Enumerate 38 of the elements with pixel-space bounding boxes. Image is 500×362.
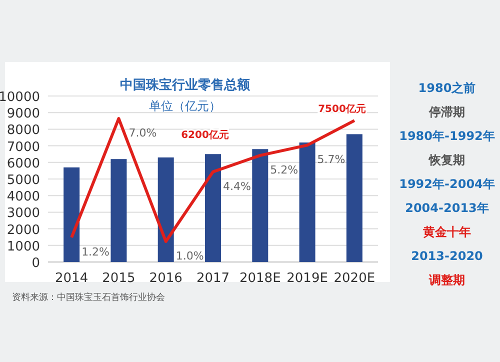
text: 资料来源：中国珠宝玉石首饰行业协会 bbox=[12, 292, 165, 303]
x-tick-label: 2020E bbox=[334, 271, 376, 286]
text: 1980之前 bbox=[418, 81, 476, 95]
y-tick-label: 2000 bbox=[6, 222, 40, 238]
x-tick-label: 2017 bbox=[196, 271, 230, 286]
data-label: 5.2% bbox=[270, 163, 298, 176]
data-label: 7.0% bbox=[128, 126, 157, 140]
text: 调整期 bbox=[428, 273, 465, 287]
data-label: 5.7% bbox=[317, 153, 346, 166]
y-tick-label: 3000 bbox=[6, 206, 40, 222]
y-tick-label: 4000 bbox=[6, 190, 40, 205]
chart-title: 中国珠宝行业零售总额 bbox=[120, 77, 251, 93]
data-label: 1.0% bbox=[176, 250, 204, 263]
chart-subtitle: 单位（亿元） bbox=[149, 99, 221, 113]
x-tick-label: 2018E bbox=[239, 271, 281, 286]
text: 1980年-1992年 bbox=[399, 129, 495, 143]
y-tick-label: 8000 bbox=[6, 123, 40, 138]
y-tick-label: 10000 bbox=[0, 90, 40, 105]
x-tick-label: 2016 bbox=[149, 271, 182, 286]
y-tick-label: 0 bbox=[32, 256, 40, 271]
text: 2013-2020 bbox=[411, 249, 483, 263]
y-tick-label: 1000 bbox=[6, 239, 40, 254]
data-label: 1.2% bbox=[82, 245, 110, 258]
x-tick-label: 2015 bbox=[102, 271, 136, 286]
text: 1992年-2004年 bbox=[399, 177, 495, 191]
x-tick-label: 2019E bbox=[286, 271, 328, 286]
x-tick-label: 2014 bbox=[55, 271, 88, 286]
text: 恢复期 bbox=[428, 153, 465, 167]
annotation: 6200亿元 bbox=[181, 129, 229, 141]
text: 停滞期 bbox=[428, 105, 465, 119]
y-tick-label: 6000 bbox=[6, 156, 40, 172]
text: 黄金十年 bbox=[422, 225, 471, 239]
data-label: 4.4% bbox=[223, 180, 251, 193]
text: 2004-2013年 bbox=[405, 201, 489, 215]
y-tick-label: 5000 bbox=[6, 173, 40, 188]
y-tick-label: 7000 bbox=[6, 140, 40, 155]
y-tick-label: 9000 bbox=[6, 106, 40, 122]
annotation: 7500亿元 bbox=[318, 103, 366, 115]
